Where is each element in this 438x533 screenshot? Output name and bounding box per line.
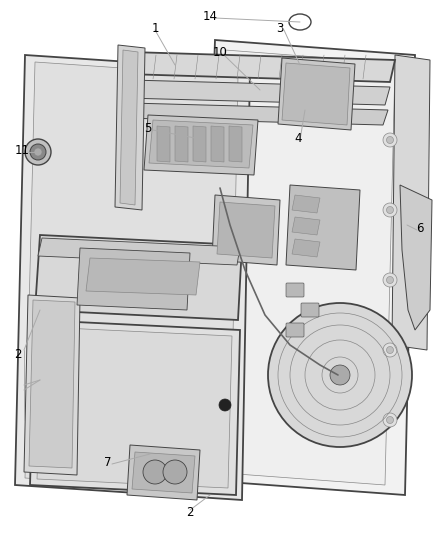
Polygon shape	[115, 45, 145, 210]
Text: 6: 6	[416, 222, 424, 235]
Polygon shape	[38, 238, 240, 265]
Circle shape	[25, 139, 51, 165]
Circle shape	[383, 203, 397, 217]
Polygon shape	[25, 62, 238, 492]
Circle shape	[386, 136, 393, 143]
Polygon shape	[127, 445, 200, 500]
Polygon shape	[292, 239, 320, 257]
Circle shape	[268, 303, 412, 447]
Polygon shape	[35, 235, 242, 320]
Circle shape	[163, 460, 187, 484]
Circle shape	[383, 413, 397, 427]
Circle shape	[219, 399, 231, 411]
Polygon shape	[120, 50, 138, 205]
FancyBboxPatch shape	[301, 303, 319, 317]
Polygon shape	[125, 80, 390, 105]
Text: 4: 4	[294, 132, 302, 144]
Polygon shape	[149, 120, 253, 168]
Polygon shape	[132, 452, 195, 493]
Polygon shape	[212, 195, 280, 265]
Polygon shape	[29, 300, 75, 468]
Polygon shape	[392, 55, 430, 350]
Circle shape	[383, 273, 397, 287]
Polygon shape	[124, 103, 388, 125]
Polygon shape	[210, 50, 395, 485]
Polygon shape	[211, 126, 224, 162]
Polygon shape	[37, 327, 232, 488]
Polygon shape	[157, 126, 170, 162]
Polygon shape	[125, 52, 395, 82]
Text: 1: 1	[151, 21, 159, 35]
Polygon shape	[77, 248, 190, 310]
Circle shape	[383, 133, 397, 147]
Circle shape	[34, 148, 42, 156]
Polygon shape	[24, 295, 80, 475]
Circle shape	[386, 277, 393, 284]
Polygon shape	[193, 126, 206, 162]
Polygon shape	[400, 185, 432, 330]
Circle shape	[383, 343, 397, 357]
Polygon shape	[292, 217, 320, 235]
Polygon shape	[229, 126, 242, 162]
Polygon shape	[86, 258, 200, 295]
Polygon shape	[200, 40, 415, 495]
Text: 2: 2	[186, 506, 194, 520]
Text: 5: 5	[144, 122, 152, 134]
Circle shape	[386, 416, 393, 424]
Circle shape	[386, 206, 393, 214]
FancyBboxPatch shape	[286, 283, 304, 297]
Text: 14: 14	[202, 11, 218, 23]
Text: 2: 2	[14, 349, 22, 361]
Text: 7: 7	[104, 456, 112, 469]
Circle shape	[330, 365, 350, 385]
Polygon shape	[175, 126, 188, 162]
Circle shape	[143, 460, 167, 484]
Text: 3: 3	[276, 21, 284, 35]
FancyBboxPatch shape	[286, 323, 304, 337]
Polygon shape	[278, 58, 355, 130]
Polygon shape	[217, 202, 275, 258]
Text: 10: 10	[212, 46, 227, 60]
Polygon shape	[282, 63, 350, 125]
Text: 11: 11	[14, 143, 29, 157]
Polygon shape	[286, 185, 360, 270]
Polygon shape	[30, 320, 240, 495]
Polygon shape	[15, 55, 250, 500]
Circle shape	[386, 346, 393, 353]
Circle shape	[30, 144, 46, 160]
Polygon shape	[292, 195, 320, 213]
Polygon shape	[144, 115, 258, 175]
